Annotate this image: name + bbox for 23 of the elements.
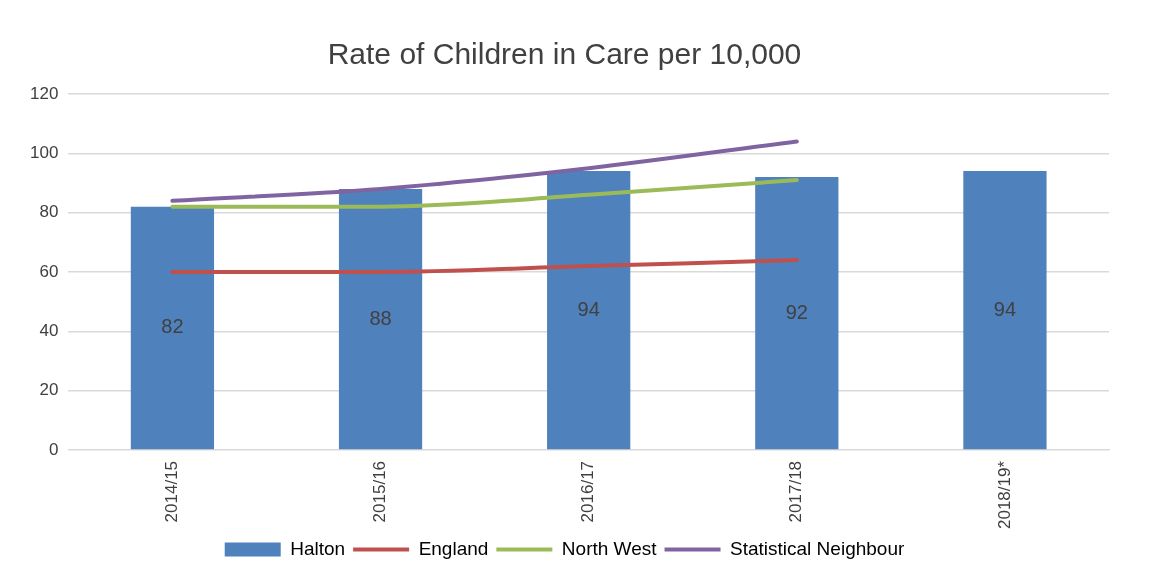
y-tick-label: 120 [29, 83, 59, 103]
data-label: 94 [993, 297, 1017, 320]
x-tick-label: 2014/15 [162, 460, 182, 523]
y-tick-label: 80 [39, 202, 59, 222]
line-series [170, 139, 799, 203]
x-tick-label: 2016/17 [578, 460, 598, 523]
data-label: 88 [369, 306, 392, 329]
data-label: 92 [785, 300, 808, 323]
x-tick-label: 2015/16 [370, 460, 390, 523]
data-label: 82 [161, 315, 184, 338]
x-tick-label: 2018/19* [994, 460, 1014, 530]
y-tick-label: 40 [39, 320, 59, 340]
y-tick-label: 0 [48, 439, 59, 459]
y-tick-label: 100 [29, 143, 59, 163]
legend-label: North West [561, 537, 658, 559]
chart-title: Rate of Children in Care per 10,000 [327, 37, 802, 71]
legend-label: England [418, 537, 489, 559]
y-tick-label: 60 [39, 261, 59, 281]
x-tick-label: 2017/18 [786, 460, 806, 523]
legend-label: Statistical Neighbour [730, 537, 905, 559]
data-label: 94 [577, 297, 600, 320]
legend-label: Halton [290, 537, 346, 559]
y-tick-label: 20 [39, 380, 59, 400]
